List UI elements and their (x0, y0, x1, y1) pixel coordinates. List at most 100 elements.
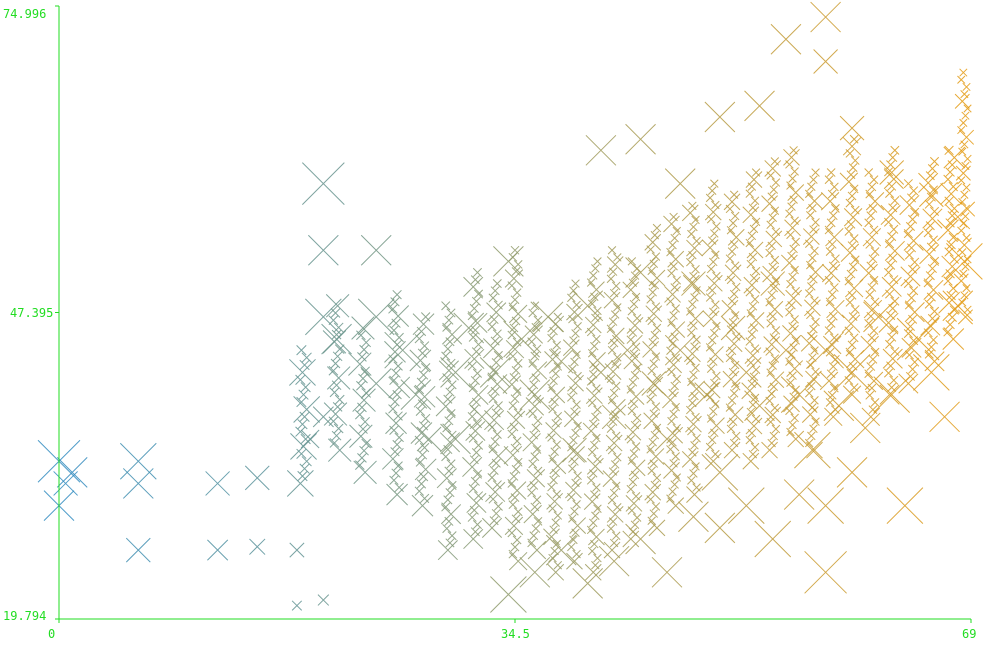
scatter-point-1120 (904, 350, 914, 360)
scatter-point-192 (419, 442, 430, 453)
scatter-point-1103 (887, 231, 897, 242)
scatter-point-10 (249, 538, 266, 555)
scatter-point-299 (484, 410, 505, 431)
scatter-point-784 (725, 353, 735, 363)
scatter-point-1009 (842, 385, 862, 404)
scatter-point-296 (490, 437, 500, 447)
scatter-point-748 (707, 335, 717, 345)
scatter-point-787 (732, 332, 741, 341)
scatter-point-650 (670, 480, 679, 489)
scatter-point-363 (510, 245, 520, 255)
scatter-point-127 (334, 344, 345, 354)
scatter-point-276 (467, 312, 488, 333)
scatter-point-420 (551, 419, 560, 428)
scatter-point-399 (547, 563, 565, 581)
scatter-point-482 (586, 525, 596, 535)
scatter-point-1080 (864, 168, 874, 177)
scatter-point-8 (125, 537, 151, 563)
scatter-point-834 (749, 273, 759, 283)
scatter-point-1149 (923, 328, 933, 338)
scatter-point-1071 (862, 227, 882, 247)
scatter-point-18 (312, 406, 334, 428)
scatter-point-904 (787, 350, 796, 359)
x-tick-label-start: 0 (48, 627, 55, 641)
y-tick-label-bottom: 19.794 (3, 609, 46, 623)
scatter-point-749 (710, 328, 719, 338)
scatter-point-132 (330, 308, 341, 318)
scatter-point-1045 (849, 134, 859, 144)
scatter-point-644 (644, 233, 662, 251)
scatter-point-762 (707, 236, 717, 245)
scatter-point-868 (766, 319, 775, 328)
scatter-point-411 (547, 482, 556, 492)
scatter-point-45 (681, 271, 706, 296)
scatter-point-182 (390, 297, 400, 307)
scatter-point-618 (652, 423, 662, 433)
scatter-point-774 (726, 424, 736, 434)
scatter-point-1156 (923, 278, 933, 288)
scatter-point-471 (566, 303, 583, 321)
scatter-point-793 (729, 289, 739, 299)
scatter-point-519 (591, 264, 600, 273)
scatter-marks (37, 1, 983, 613)
scatter-point-461 (567, 374, 584, 392)
scatter-point-838 (746, 241, 764, 259)
scatter-point-688 (669, 212, 678, 222)
scatter-point-1093 (888, 303, 898, 313)
scatter-point-559 (606, 274, 616, 284)
scatter-point-936 (807, 431, 816, 441)
scatter-point-1235 (959, 68, 968, 77)
scatter-point-746 (706, 346, 724, 363)
scatter-point-179 (391, 318, 401, 328)
scatter-point-298 (487, 422, 497, 432)
scatter-point-1001 (826, 218, 836, 228)
scatter-point-588 (632, 363, 642, 373)
scatter-point-727 (689, 222, 698, 232)
scatter-point-514 (587, 299, 597, 309)
scatter-point-634 (645, 305, 663, 323)
scatter-point-118 (323, 402, 348, 426)
scatter-point-154 (351, 316, 375, 340)
scatter-point-66 (946, 243, 983, 280)
scatter-point-255 (472, 469, 483, 479)
scatter-point-124 (328, 365, 339, 376)
scatter-point-78 (945, 204, 971, 230)
scatter-point-261 (465, 420, 486, 442)
scatter-point-646 (652, 223, 662, 233)
scatter-point-696 (690, 441, 699, 450)
scatter-point-290 (492, 480, 502, 490)
scatter-point-210 (420, 312, 431, 322)
scatter-point-217 (441, 502, 451, 512)
scatter-point-21 (357, 298, 395, 336)
scatter-point-216 (440, 504, 462, 525)
scatter-point-857 (765, 396, 774, 406)
scatter-point-351 (507, 330, 517, 340)
scatter-point-125 (330, 358, 341, 369)
scatter-point-24 (400, 379, 432, 410)
scatter-point-517 (586, 278, 596, 287)
scatter-point-157 (389, 475, 399, 485)
scatter-point-1186 (944, 247, 954, 257)
scatter-point-935 (804, 438, 814, 448)
scatter-point-273 (473, 339, 484, 350)
scatter-point-1209 (963, 255, 972, 264)
scatter-point-1121 (901, 337, 922, 358)
scatter-point-202 (418, 370, 429, 380)
scatter-point-431 (552, 341, 562, 350)
scatter-point-811 (745, 435, 754, 445)
scatter-point-1003 (830, 204, 840, 213)
scatter-point-816 (748, 400, 758, 410)
scatter-point-283 (472, 267, 483, 278)
scatter-point-606 (649, 509, 659, 518)
scatter-point-648 (666, 494, 675, 503)
scatter-point-148 (360, 366, 370, 377)
scatter-point-1160 (919, 244, 940, 265)
scatter-point-448 (573, 471, 582, 481)
scatter-point-1114 (888, 152, 898, 163)
scatter-point-1113 (886, 160, 896, 170)
scatter-point-410 (552, 489, 562, 499)
scatter-point-191 (417, 450, 428, 460)
scatter-point-632 (652, 323, 662, 333)
scatter-point-501 (585, 387, 603, 405)
scatter-point-236 (438, 360, 459, 381)
